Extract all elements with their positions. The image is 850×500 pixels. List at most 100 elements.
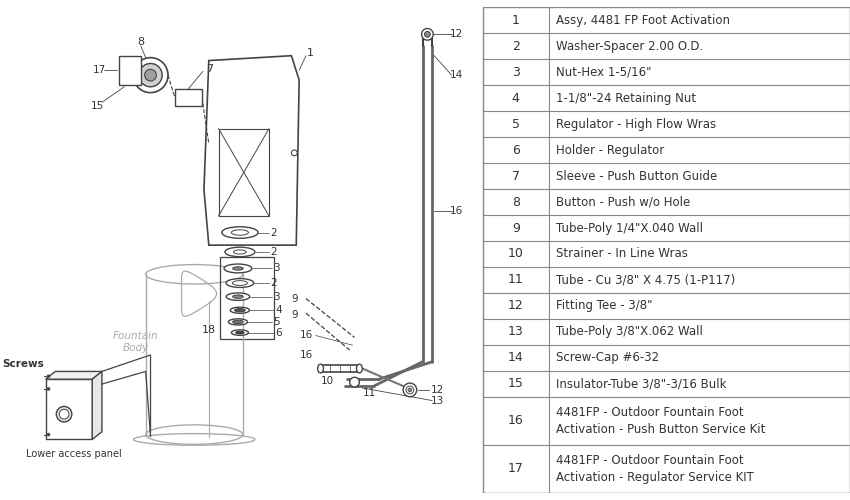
Circle shape <box>422 28 434 40</box>
Text: 9: 9 <box>512 222 519 234</box>
Text: 8: 8 <box>512 196 520 208</box>
Text: 10: 10 <box>507 248 524 260</box>
Text: 16: 16 <box>299 330 313 340</box>
Text: 3: 3 <box>274 264 280 274</box>
Circle shape <box>56 406 72 422</box>
Text: Fitting Tee - 3/8": Fitting Tee - 3/8" <box>556 300 652 312</box>
Ellipse shape <box>234 250 246 254</box>
Text: 14: 14 <box>508 352 524 364</box>
Text: 16: 16 <box>299 350 313 360</box>
Ellipse shape <box>233 295 243 298</box>
Text: 5: 5 <box>512 118 520 130</box>
Text: Lower access panel: Lower access panel <box>26 449 122 459</box>
Text: Holder - Regulator: Holder - Regulator <box>556 144 664 156</box>
Bar <box>220 257 274 340</box>
Ellipse shape <box>222 226 258 238</box>
Polygon shape <box>204 56 299 245</box>
Ellipse shape <box>230 307 250 314</box>
Circle shape <box>144 70 156 81</box>
Text: 2: 2 <box>270 247 277 257</box>
Bar <box>175 88 202 106</box>
Text: 12: 12 <box>450 30 463 40</box>
Ellipse shape <box>232 280 247 285</box>
Text: 1: 1 <box>512 14 519 26</box>
Ellipse shape <box>231 230 248 235</box>
Circle shape <box>292 150 297 156</box>
Text: 17: 17 <box>507 462 524 475</box>
Circle shape <box>47 388 50 390</box>
Bar <box>483 7 850 493</box>
Circle shape <box>408 388 412 392</box>
Text: 7: 7 <box>207 64 213 74</box>
Text: 2: 2 <box>512 40 519 52</box>
Circle shape <box>349 378 360 387</box>
Text: 8: 8 <box>137 37 144 47</box>
Text: Tube-Poly 1/4"X.040 Wall: Tube-Poly 1/4"X.040 Wall <box>556 222 703 234</box>
Text: 18: 18 <box>201 324 216 334</box>
Text: 5: 5 <box>274 317 280 327</box>
Circle shape <box>139 64 162 87</box>
Text: 1-1/8"-24 Retaining Nut: 1-1/8"-24 Retaining Nut <box>556 92 696 104</box>
Text: 10: 10 <box>320 376 334 386</box>
Text: 17: 17 <box>93 66 105 76</box>
Ellipse shape <box>356 364 362 373</box>
Text: 11: 11 <box>508 274 524 286</box>
Text: 3: 3 <box>274 292 280 302</box>
Text: 15: 15 <box>507 378 524 390</box>
Text: 9: 9 <box>291 294 298 304</box>
Text: 12: 12 <box>508 300 524 312</box>
Text: Button - Push w/o Hole: Button - Push w/o Hole <box>556 196 690 208</box>
Bar <box>218 128 269 216</box>
Text: 11: 11 <box>362 388 376 398</box>
Text: 12: 12 <box>430 385 444 395</box>
Ellipse shape <box>235 308 246 312</box>
Circle shape <box>47 433 50 436</box>
Circle shape <box>403 383 416 396</box>
Text: 6: 6 <box>512 144 519 156</box>
Text: Screws: Screws <box>2 358 43 368</box>
Text: 15: 15 <box>90 101 104 111</box>
Circle shape <box>60 410 69 419</box>
Text: 6: 6 <box>275 328 282 338</box>
Polygon shape <box>46 372 102 379</box>
Text: 13: 13 <box>430 396 444 406</box>
Text: Tube-Poly 3/8"X.062 Wall: Tube-Poly 3/8"X.062 Wall <box>556 326 702 338</box>
Text: 2: 2 <box>270 278 277 288</box>
Circle shape <box>406 386 414 394</box>
Text: 16: 16 <box>508 414 524 428</box>
Polygon shape <box>93 372 102 440</box>
Circle shape <box>47 375 50 378</box>
Ellipse shape <box>233 320 243 324</box>
Text: Regulator - High Flow Wras: Regulator - High Flow Wras <box>556 118 716 130</box>
Text: Insulator-Tube 3/8"-3/16 Bulk: Insulator-Tube 3/8"-3/16 Bulk <box>556 378 726 390</box>
Text: 4481FP - Outdoor Fountain Foot
Activation - Push Button Service Kit: 4481FP - Outdoor Fountain Foot Activatio… <box>556 406 765 436</box>
Text: 1: 1 <box>308 48 314 58</box>
Ellipse shape <box>231 330 248 336</box>
Ellipse shape <box>235 331 244 334</box>
Text: 4481FP - Outdoor Fountain Foot
Activation - Regulator Service KIT: 4481FP - Outdoor Fountain Foot Activatio… <box>556 454 753 484</box>
Text: 3: 3 <box>512 66 519 78</box>
Text: Sleeve - Push Button Guide: Sleeve - Push Button Guide <box>556 170 717 182</box>
Ellipse shape <box>224 264 252 273</box>
Ellipse shape <box>225 247 255 256</box>
Text: Screw-Cap #6-32: Screw-Cap #6-32 <box>556 352 659 364</box>
Text: Washer-Spacer 2.00 O.D.: Washer-Spacer 2.00 O.D. <box>556 40 703 52</box>
Ellipse shape <box>226 293 250 300</box>
Text: 16: 16 <box>450 206 463 216</box>
Text: Nut-Hex 1-5/16": Nut-Hex 1-5/16" <box>556 66 651 78</box>
Text: 13: 13 <box>508 326 524 338</box>
Ellipse shape <box>318 364 324 373</box>
Text: 7: 7 <box>512 170 520 182</box>
Text: 14: 14 <box>450 70 463 80</box>
Bar <box>46 379 93 440</box>
Text: 4: 4 <box>275 305 282 315</box>
Ellipse shape <box>233 267 243 270</box>
Bar <box>120 56 141 85</box>
Text: Strainer - In Line Wras: Strainer - In Line Wras <box>556 248 688 260</box>
Circle shape <box>133 58 168 92</box>
Text: Fountain
Body: Fountain Body <box>113 331 159 353</box>
Text: Assy, 4481 FP Foot Activation: Assy, 4481 FP Foot Activation <box>556 14 729 26</box>
Text: 9: 9 <box>291 310 298 320</box>
Ellipse shape <box>229 319 247 325</box>
Text: 2: 2 <box>270 228 277 237</box>
